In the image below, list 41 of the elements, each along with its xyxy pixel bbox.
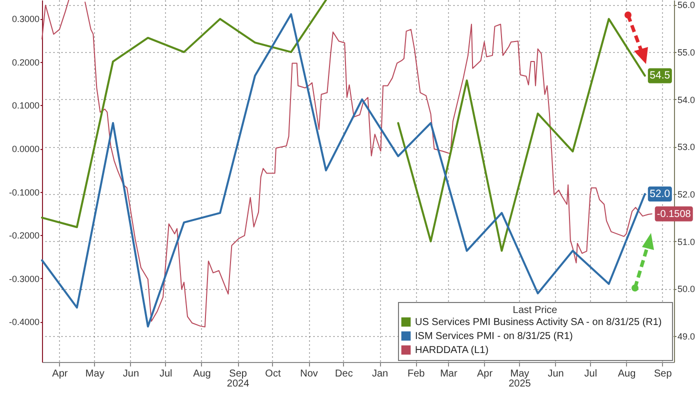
legend-label: HARDDATA (L1) (415, 345, 489, 356)
y-tick-label: -0.2000 (8, 230, 40, 241)
x-tick-label: Apr (477, 368, 494, 380)
y-tick-label: 0.2000 (12, 57, 40, 68)
y2-tick-label: 49.0 (678, 331, 696, 342)
data-label: 54.5 (650, 70, 670, 82)
x-tick-label: Aug (193, 368, 211, 380)
x-tick-label: Jun (122, 368, 140, 380)
y-tick-label: -0.3000 (8, 274, 40, 284)
x-tick-label: Apr (52, 368, 68, 380)
x-tick-label: Sep (654, 368, 672, 380)
y2-tick-label: 52.0 (678, 190, 696, 200)
x-tick-label: Nov (300, 368, 318, 380)
y-tick-label: 0.1000 (12, 100, 40, 111)
x-tick-label: Feb (407, 368, 426, 380)
y2-tick-label: 55.0 (678, 48, 696, 58)
x-tick-label: Mar (440, 368, 458, 380)
y2-tick-label: 51.0 (678, 236, 696, 247)
x-tick-label: Sep 2024 (226, 368, 250, 390)
x-tick-label: Jun (548, 368, 564, 380)
y2-tick-label: 56.0 (678, 0, 696, 10)
y-tick-label: 0.0000 (12, 144, 40, 154)
x-tick-label: Jan (372, 368, 388, 380)
x-tick-label: Dec (335, 368, 353, 380)
legend-label: ISM Services PMI - on 8/31/25 (R1) (415, 331, 573, 342)
y-tick-label: -0.1000 (8, 187, 40, 198)
data-label: 52.0 (650, 188, 670, 200)
x-tick-label: Aug (618, 368, 636, 380)
y2-tick-label: 50.0 (678, 284, 696, 294)
x-tick-label: May (85, 368, 104, 380)
y-tick-label: -0.4000 (8, 317, 40, 328)
x-tick-label: Jul (159, 368, 172, 380)
y-tick-label: 0.3000 (12, 14, 40, 24)
x-tick-label: May 2025 (508, 368, 532, 390)
legend-label: US Services PMI Business Activity SA - on 8/31/25 (R1) (415, 317, 662, 328)
data-label: -0.1508 (656, 208, 692, 220)
x-tick-label: Jul (584, 368, 598, 380)
legend-title: Last Price (512, 305, 558, 316)
x-tick-label: Oct (265, 368, 281, 380)
y2-tick-label: 53.0 (678, 142, 696, 152)
y2-tick-label: 54.0 (678, 94, 696, 105)
